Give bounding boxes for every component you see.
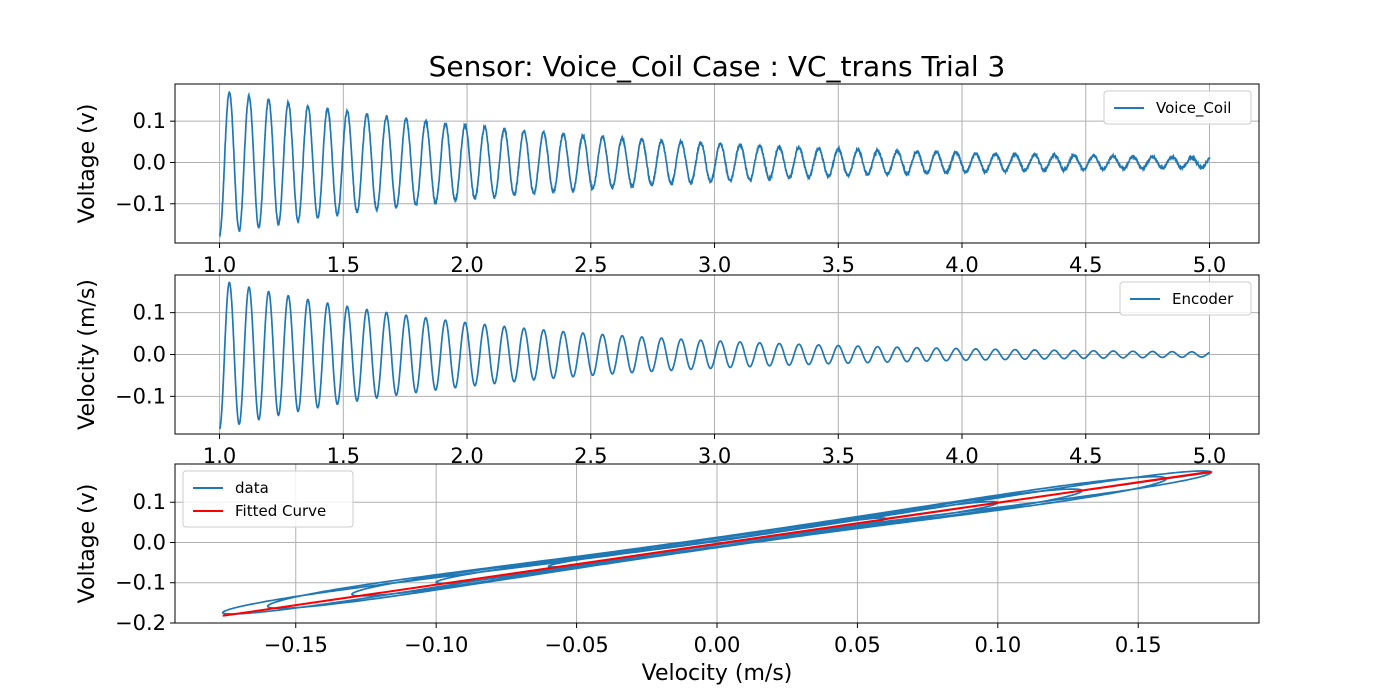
x-tick-label: 3.5 xyxy=(822,253,855,277)
legend-box xyxy=(1103,90,1252,125)
x-tick-label: 0.05 xyxy=(834,633,881,657)
y-tick-label: −0.1 xyxy=(115,384,166,408)
axes-voltage-velocity: −0.15 −0.10 −0.05 0.00 0.05 0.10 0.15 −0.2 −0.1 0… xyxy=(75,463,1260,686)
y-axis-label: Voltage (v) xyxy=(75,484,100,604)
series-line-2 xyxy=(222,470,1212,617)
x-tick-label: 0.10 xyxy=(974,633,1021,657)
y-tick-label: 0.0 xyxy=(133,530,166,554)
y-tick-label: 0.0 xyxy=(133,343,166,367)
y-axis-label: Voltage (v) xyxy=(75,104,100,224)
y-tick-label: 0.1 xyxy=(133,301,166,325)
x-tick-label: 1.0 xyxy=(203,253,236,277)
x-tick-label: 0.15 xyxy=(1115,633,1162,657)
legend: data Fitted Curve xyxy=(182,470,354,528)
x-tick-label: 5.0 xyxy=(1193,253,1226,277)
legend: Voice_Coil xyxy=(1103,90,1252,125)
y-tick-label: −0.2 xyxy=(115,611,166,635)
y-tick-label: 0.1 xyxy=(133,109,166,133)
y-tick-label: −0.1 xyxy=(115,571,166,595)
legend-label: Encoder xyxy=(1172,290,1234,308)
x-tick-label: 2.5 xyxy=(574,253,607,277)
x-axis-label: Velocity (m/s) xyxy=(642,661,793,686)
legend-label: data xyxy=(235,479,269,497)
y-tick-label: 0.1 xyxy=(133,490,166,514)
axes-frame xyxy=(174,274,1260,435)
legend-label: Fitted Curve xyxy=(235,502,326,520)
series-line-1 xyxy=(218,281,1210,430)
x-tick-label: 4.0 xyxy=(945,253,978,277)
subplots: 1.0 1.5 2.0 2.5 3.0 3.5 4.0 4.5 5.0 −0.1 0.0 0.1 Vol… xyxy=(75,83,1260,686)
series-line-1 xyxy=(218,91,1211,239)
figure-title: Sensor: Voice_Coil Case : VC_trans Trial… xyxy=(429,50,1006,83)
x-tick-label: −0.15 xyxy=(264,633,328,657)
axes-frame xyxy=(174,83,1260,244)
x-tick-label: 4.5 xyxy=(1069,253,1102,277)
axes-voltage-time: 1.0 1.5 2.0 2.5 3.0 3.5 4.0 4.5 5.0 −0.1 0.0 0.1 Vol… xyxy=(75,83,1260,277)
axes-frame xyxy=(174,463,1260,624)
series-line-1 xyxy=(221,470,1213,615)
y-axis-label: Velocity (m/s) xyxy=(75,279,100,430)
x-tick-label: 0.00 xyxy=(694,633,741,657)
axes-velocity-time: 1.0 1.5 2.0 2.5 3.0 3.5 4.0 4.5 5.0−0.10.00.1Vel… xyxy=(75,274,1260,468)
y-tick-label: 0.0 xyxy=(133,150,166,174)
x-tick-label: −0.10 xyxy=(404,633,468,657)
x-tick-label: 2.0 xyxy=(450,253,483,277)
x-tick-label: −0.05 xyxy=(544,633,608,657)
y-tick-label: −0.1 xyxy=(115,192,166,216)
legend-box xyxy=(1119,281,1252,316)
legend-label: Voice_Coil xyxy=(1156,99,1231,118)
x-tick-label: 3.0 xyxy=(698,253,731,277)
legend: Encoder xyxy=(1119,281,1252,316)
x-tick-label: 1.5 xyxy=(327,253,360,277)
legend-box xyxy=(182,470,354,528)
